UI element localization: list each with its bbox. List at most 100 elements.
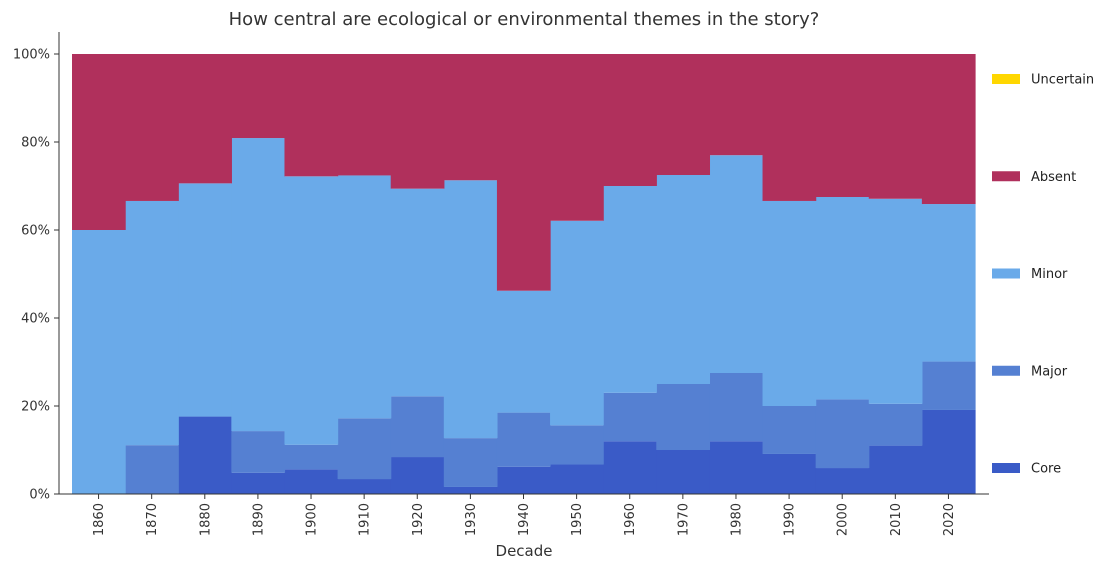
- segment-core-2000: [815, 468, 870, 494]
- segment-absent-1870: [125, 54, 179, 201]
- segment-major-2010: [868, 403, 923, 446]
- legend-label: Minor: [1031, 267, 1068, 282]
- y-tick-label: 100%: [13, 48, 50, 63]
- segment-absent-1900: [284, 54, 339, 177]
- y-tick-label: 40%: [21, 312, 50, 327]
- legend-item-uncertain: Uncertain: [992, 73, 1094, 88]
- segment-core-1930: [443, 486, 498, 494]
- segment-major-1940: [496, 412, 551, 467]
- y-tick-label: 20%: [21, 400, 50, 415]
- plot-area: [72, 54, 976, 494]
- segment-absent-1930: [443, 54, 498, 181]
- series-minor: [72, 138, 976, 494]
- legend-item-minor: Minor: [992, 267, 1068, 282]
- legend-swatch: [992, 365, 1020, 376]
- x-tick-label: 1990: [783, 503, 798, 536]
- x-axis: 1860 1870 1880 1890 1900 1910 1920 1930 1940 1950…: [59, 493, 989, 536]
- segment-minor-1980: [709, 155, 764, 373]
- segment-absent-1920: [390, 54, 445, 189]
- segment-minor-1960: [603, 186, 657, 393]
- y-tick-label: 80%: [21, 136, 50, 151]
- y-tick-label: 60%: [21, 224, 50, 239]
- legend-swatch: [992, 463, 1020, 473]
- series-absent: [72, 54, 976, 291]
- x-tick-label: 1880: [198, 503, 213, 536]
- segment-minor-1910: [337, 175, 392, 419]
- segment-absent-2010: [868, 54, 923, 199]
- series-major: [125, 361, 976, 494]
- segment-minor-2010: [868, 198, 923, 404]
- chart-title: How central are ecological or environmen…: [229, 9, 820, 30]
- segment-absent-1880: [178, 54, 232, 184]
- segment-core-1970: [656, 450, 711, 494]
- x-tick-label: 2000: [836, 503, 851, 536]
- segment-core-1900: [284, 469, 339, 494]
- segment-absent-1860: [72, 54, 126, 230]
- segment-absent-2020: [921, 54, 976, 205]
- segment-major-1980: [709, 373, 764, 442]
- legend-label: Uncertain: [1031, 73, 1094, 88]
- x-axis-label: Decade: [496, 542, 553, 560]
- segment-major-1870: [125, 445, 179, 494]
- segment-absent-1950: [550, 54, 604, 221]
- segment-minor-1890: [231, 138, 286, 432]
- segment-absent-1970: [656, 54, 711, 175]
- segment-minor-1860: [72, 230, 126, 494]
- series-core: [178, 409, 976, 494]
- x-tick-label: 1930: [464, 503, 479, 536]
- segment-major-2000: [815, 399, 870, 469]
- segment-core-1950: [550, 464, 604, 494]
- segment-major-1910: [337, 418, 392, 480]
- segment-major-1900: [284, 444, 339, 470]
- segment-major-2020: [921, 361, 976, 410]
- segment-absent-1910: [337, 54, 392, 176]
- legend-swatch: [992, 74, 1020, 84]
- segment-minor-1930: [443, 180, 498, 439]
- legend: Uncertain Absent Minor Major Core: [992, 73, 1094, 477]
- legend-item-major: Major: [992, 364, 1068, 379]
- x-tick-label: 1920: [411, 503, 426, 536]
- legend-item-absent: Absent: [992, 170, 1076, 185]
- legend-item-core: Core: [992, 462, 1061, 477]
- segment-core-1980: [709, 441, 764, 494]
- x-tick-label: 1870: [145, 503, 160, 536]
- x-tick-label: 2020: [942, 503, 957, 536]
- segment-absent-1890: [231, 54, 286, 139]
- segment-core-1890: [231, 472, 286, 494]
- segment-minor-1900: [284, 176, 339, 445]
- segment-major-1950: [550, 425, 604, 465]
- segment-core-1880: [178, 416, 232, 494]
- x-tick-label: 1860: [92, 503, 107, 536]
- x-tick-label: 1970: [676, 503, 691, 536]
- x-tick-label: 1900: [305, 503, 320, 536]
- segment-core-2010: [868, 445, 923, 494]
- segment-minor-2000: [815, 197, 870, 400]
- segment-minor-1970: [656, 175, 711, 384]
- segment-minor-1990: [762, 200, 817, 406]
- legend-swatch: [992, 268, 1020, 279]
- segment-core-1910: [337, 479, 392, 494]
- y-axis: 0% 20% 40% 60% 80% 100%: [13, 32, 60, 503]
- segment-major-1970: [656, 384, 711, 450]
- x-tick-label: 1940: [517, 503, 532, 536]
- segment-minor-2020: [921, 204, 976, 362]
- legend-label: Core: [1031, 462, 1061, 477]
- segment-major-1930: [443, 438, 498, 487]
- x-tick-label: 2010: [889, 503, 904, 536]
- segment-core-2020: [921, 409, 976, 494]
- segment-absent-1960: [603, 54, 657, 186]
- legend-label: Major: [1031, 364, 1068, 379]
- segment-minor-1940: [496, 290, 551, 413]
- segment-minor-1870: [125, 200, 179, 446]
- segment-major-1990: [762, 406, 817, 454]
- segment-minor-1920: [390, 188, 445, 397]
- segment-absent-2000: [815, 54, 870, 197]
- segment-core-1990: [762, 453, 817, 494]
- y-tick-label: 0%: [29, 488, 50, 503]
- segment-absent-1940: [496, 54, 551, 291]
- x-tick-label: 1950: [570, 503, 585, 536]
- segment-major-1920: [390, 396, 445, 458]
- segment-core-1920: [390, 457, 445, 494]
- segment-core-1960: [603, 441, 657, 494]
